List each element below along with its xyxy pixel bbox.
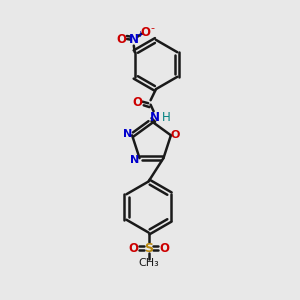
Text: O: O <box>171 130 180 140</box>
Text: O: O <box>140 26 151 39</box>
Text: N: N <box>129 33 139 46</box>
Text: O: O <box>159 242 169 255</box>
Text: CH₃: CH₃ <box>138 257 159 268</box>
Text: O: O <box>116 33 127 46</box>
Text: O: O <box>132 96 142 109</box>
Text: +: + <box>136 30 143 39</box>
Text: S: S <box>144 242 153 255</box>
Text: O: O <box>128 242 138 255</box>
Text: N: N <box>150 111 160 124</box>
Text: -: - <box>150 23 154 34</box>
Text: H: H <box>162 111 171 124</box>
Text: N: N <box>130 154 139 165</box>
Text: N: N <box>123 129 132 139</box>
